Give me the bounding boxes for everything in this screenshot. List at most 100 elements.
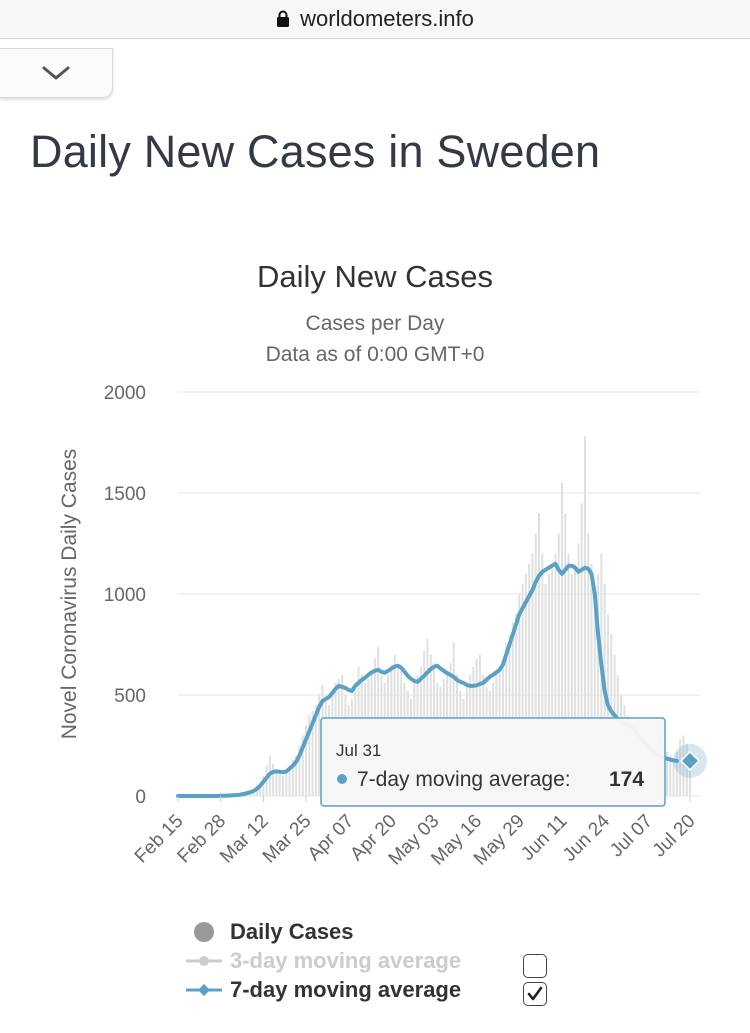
x-tick-label: Apr 07 (304, 811, 358, 865)
daily-cases-bar (528, 563, 531, 796)
daily-cases-bar (515, 614, 518, 796)
daily-cases-bar (682, 735, 685, 796)
daily-cases-bar (318, 695, 321, 796)
daily-cases-bar (534, 533, 537, 796)
x-tick-label: Jul 07 (606, 811, 657, 862)
legend-item-daily-cases[interactable]: Daily Cases (186, 918, 354, 946)
url-text: worldometers.info (300, 6, 474, 31)
collapse-toggle-button[interactable] (0, 48, 113, 98)
seven-day-average-line (176, 561, 679, 798)
legend-label: 7-day moving average (230, 977, 462, 1002)
daily-cases-bar (610, 634, 613, 796)
daily-cases-bar (672, 759, 675, 796)
checkbox-3-day-average[interactable] (523, 954, 547, 978)
daily-cases-bar (561, 482, 563, 796)
hover-marker (673, 743, 707, 778)
legend-item-3-day-average[interactable]: 3-day moving average (186, 947, 461, 975)
daily-cases-bar (291, 759, 294, 796)
daily-cases-bar (547, 573, 550, 796)
daily-cases-bar (679, 739, 682, 796)
daily-cases-bar (580, 503, 583, 796)
daily-cases-bar (583, 436, 586, 796)
daily-cases-bar (567, 553, 570, 796)
legend-line-diamond-icon (186, 980, 222, 1000)
y-axis-label: Novel Coronavirus Daily Cases (58, 449, 81, 740)
daily-cases-bar (511, 622, 514, 796)
tooltip-box (320, 717, 666, 807)
daily-cases-bar (685, 743, 688, 796)
daily-cases-bar (295, 755, 298, 796)
daily-cases-bar (285, 771, 288, 796)
daily-cases-bar (275, 769, 278, 796)
daily-cases-bar (538, 513, 541, 796)
daily-cases-bar (288, 765, 291, 796)
daily-cases-bar (564, 513, 567, 796)
tooltip-date: Jul 31 (336, 741, 381, 760)
y-axis-ticks: 0 500 1000 1500 2000 (104, 383, 146, 808)
x-tick-label: Jun 24 (559, 810, 614, 865)
y-tick-label: 0 (135, 787, 146, 808)
daily-cases-bar (262, 775, 265, 796)
daily-cases-bar (311, 711, 314, 796)
hover-point-diamond (679, 750, 701, 771)
daily-cases-bar (551, 563, 554, 796)
checkmark-icon (527, 986, 543, 1001)
tooltip-series-dot (337, 774, 347, 784)
page-title: Daily New Cases in Sweden (30, 126, 601, 177)
tooltip-value: 174 (609, 768, 644, 791)
daily-cases-bar (531, 553, 534, 796)
chart-subtitle-date: Data as of 0:00 GMT+0 (266, 343, 485, 366)
daily-cases-bar (557, 533, 560, 796)
lock-icon (277, 10, 290, 27)
daily-cases-bar (272, 763, 275, 796)
daily-cases-bar (590, 563, 593, 796)
daily-cases-bar (521, 583, 524, 796)
checkbox-7-day-average[interactable] (523, 982, 547, 1006)
daily-cases-bar (593, 594, 596, 796)
daily-cases-bar (426, 638, 429, 796)
y-tick-label: 1000 (104, 585, 146, 606)
legend-label: 3-day moving average (230, 948, 462, 973)
tooltip-series-label: 7-day moving average: (357, 768, 571, 791)
daily-cases-bar (554, 553, 557, 796)
daily-cases-bar (577, 543, 580, 796)
daily-cases-bar (518, 594, 521, 796)
daily-cases-bar (541, 553, 544, 796)
tooltip: Jul 31 7-day moving average: 174 (320, 717, 666, 807)
chart-subtitle: Cases per Day (306, 312, 445, 335)
daily-cases-bar (574, 563, 577, 796)
x-tick-label: Mar 25 (259, 811, 316, 868)
daily-cases-bar (278, 773, 281, 796)
daily-cases-bar (666, 751, 669, 796)
daily-cases-bar (669, 755, 672, 796)
daily-cases-bar (255, 787, 258, 796)
x-tick-label: Jul 20 (649, 811, 700, 862)
daily-cases-bar (282, 775, 285, 796)
daily-cases-bar (524, 573, 527, 796)
daily-cases-bar (544, 583, 547, 796)
daily-cases-bar (301, 735, 304, 796)
daily-cases-bar (587, 533, 590, 796)
legend-item-7-day-average[interactable]: 7-day moving average (186, 976, 461, 1004)
daily-cases-bar (308, 715, 311, 796)
daily-cases-bar (570, 573, 573, 796)
legend-label: Daily Cases (230, 919, 354, 944)
legend-line-icon (186, 951, 222, 971)
daily-cases-bar (508, 634, 511, 796)
legend-circle-icon (186, 922, 222, 942)
daily-cases-bar (298, 745, 301, 796)
daily-cases-bar (675, 751, 678, 796)
daily-cases-chart: Daily New Cases Cases per Day Data as of… (58, 259, 707, 870)
daily-cases-bar (597, 573, 600, 796)
daily-cases-bar (314, 705, 317, 796)
daily-cases-bar (689, 751, 691, 796)
y-tick-label: 500 (114, 686, 146, 707)
y-tick-label: 2000 (104, 383, 146, 404)
chevron-down-icon (42, 66, 70, 80)
daily-cases-bar (259, 783, 262, 796)
daily-cases-bar (305, 725, 307, 796)
y-tick-label: 1500 (104, 484, 146, 505)
browser-url-bar[interactable]: worldometers.info (0, 0, 750, 39)
chart-title: Daily New Cases (257, 259, 493, 294)
